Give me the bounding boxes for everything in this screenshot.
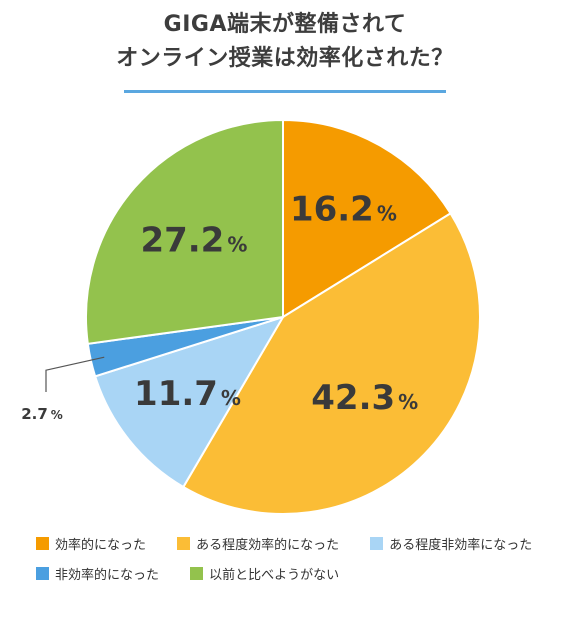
legend-swatch xyxy=(370,537,384,550)
legend-swatch xyxy=(36,537,49,550)
legend-swatch xyxy=(190,567,204,580)
legend-row-2: 非効率的になった 以前と比べようがない xyxy=(36,564,556,594)
label-efficient: 16.2% xyxy=(290,190,397,230)
legend-label: ある程度非効率になった xyxy=(389,538,533,553)
slice-not-comparable xyxy=(85,118,284,345)
title-line-1: GIGA端末が整備されて xyxy=(163,12,407,37)
slice-somewhat-inefficient xyxy=(93,315,286,489)
legend-item-somewhat-inefficient: ある程度非効率になった xyxy=(370,534,532,553)
legend-label: 以前と比べようがない xyxy=(209,568,340,583)
legend-label: ある程度効率的になった xyxy=(196,538,340,553)
label-somewhat-inefficient: 11.7% xyxy=(134,374,241,414)
legend-label: 非効率的になった xyxy=(55,568,160,583)
legend: 効率的になった ある程度効率的になった ある程度非効率になった 非効率的になった… xyxy=(36,534,556,594)
slice-efficient xyxy=(282,118,452,319)
label-inefficient: 2.7% xyxy=(21,405,63,423)
title-line-2: オンライン授業は効率化された？ xyxy=(116,46,454,71)
legend-item-efficient: 効率的になった xyxy=(36,534,146,553)
title-underline xyxy=(124,90,446,93)
slice-somewhat-efficient xyxy=(181,211,481,515)
legend-item-inefficient: 非効率的になった xyxy=(36,564,159,583)
label-somewhat-efficient: 42.3% xyxy=(311,378,418,418)
leader-line xyxy=(45,356,105,392)
legend-item-somewhat-efficient: ある程度効率的になった xyxy=(177,534,339,553)
legend-swatch xyxy=(36,567,49,580)
chart-title: GIGA端末が整備されて オンライン授業は効率化された？ xyxy=(0,8,570,76)
legend-row-1: 効率的になった ある程度効率的になった ある程度非効率になった xyxy=(36,534,556,564)
legend-label: 効率的になった xyxy=(55,538,147,553)
legend-swatch xyxy=(177,537,191,550)
label-not-comparable: 27.2% xyxy=(140,220,247,260)
legend-item-not-comparable: 以前と比べようがない xyxy=(190,564,339,583)
